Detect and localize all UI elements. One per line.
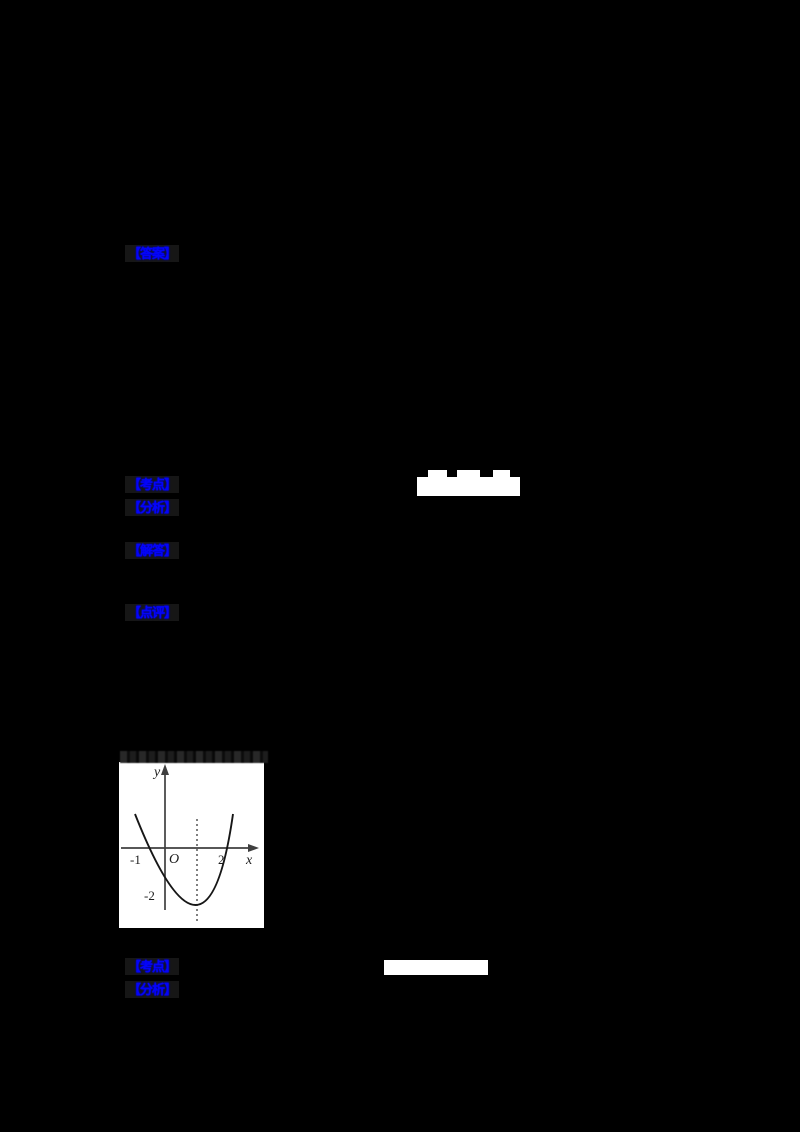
- whiteout-mask-bump: [457, 470, 480, 478]
- answer-tag-chip: 【答案】: [125, 245, 180, 262]
- kaodian-tag: 【考点】: [128, 477, 177, 492]
- dianping-tag: 【点评】: [128, 605, 177, 620]
- faint-illegible-text-line: [120, 751, 268, 763]
- y-tick-neg2: -2: [144, 888, 155, 903]
- parabola-graph: y x O -1 2 -2: [121, 764, 259, 922]
- fenxi2-tag: 【分析】: [128, 982, 177, 997]
- parabola-curve: [134, 813, 234, 906]
- jieda-tag: 【解答】: [128, 543, 177, 558]
- jieda-tag-chip: 【解答】: [125, 542, 180, 559]
- kaodian-tag-chip: 【考点】: [125, 476, 180, 493]
- fenxi-tag-chip: 【分析】: [125, 499, 180, 516]
- x-tick-neg1: -1: [130, 852, 141, 867]
- origin-label: O: [169, 852, 179, 867]
- dianping-tag-chip: 【点评】: [125, 604, 180, 621]
- y-axis-label: y: [152, 765, 161, 780]
- whiteout-mask: [417, 477, 520, 496]
- parabola-figure: y x O -1 2 -2: [119, 762, 264, 928]
- kaodian2-tag: 【考点】: [128, 959, 177, 974]
- x-axis-arrow-icon: [248, 844, 259, 852]
- x-axis-label: x: [245, 853, 253, 868]
- kaodian2-tag-chip: 【考点】: [125, 958, 180, 975]
- whiteout-mask-2: [384, 960, 488, 975]
- fenxi2-tag-chip: 【分析】: [125, 981, 180, 998]
- x-tick-2: 2: [218, 852, 225, 867]
- fenxi-tag: 【分析】: [128, 500, 177, 515]
- y-axis-arrow-icon: [161, 764, 169, 775]
- answer-tag: 【答案】: [128, 246, 177, 261]
- whiteout-mask-bump: [428, 470, 447, 478]
- whiteout-mask-bump: [493, 470, 510, 478]
